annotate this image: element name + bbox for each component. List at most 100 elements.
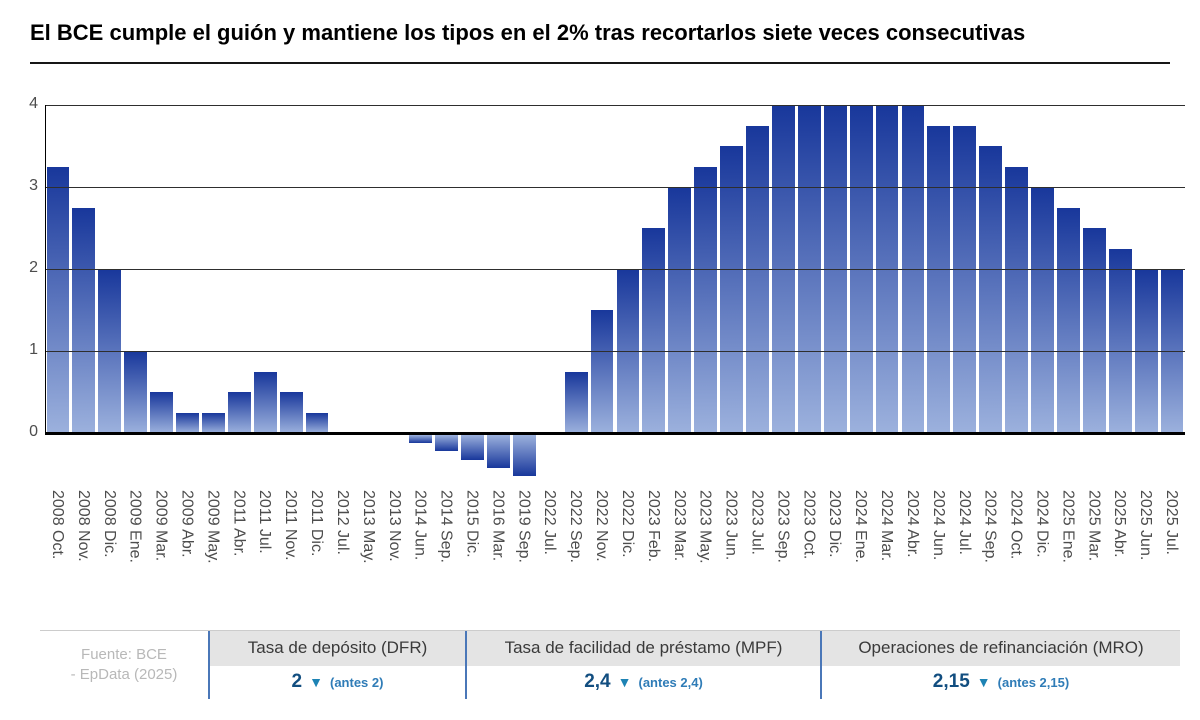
previous-value: (antes 2): [329, 674, 384, 690]
page-title: El BCE cumple el guión y mantiene los ti…: [30, 20, 1026, 45]
stat-panel-mpf-value-row: 2,4 ▼ (antes 2,4): [467, 665, 820, 699]
x-axis-label: 2025 Jun.: [1137, 490, 1155, 561]
x-axis-label: 2024 Ene.: [852, 490, 870, 563]
x-axis-label: 2025 Mar.: [1085, 490, 1103, 562]
x-axis-label: 2025 Abr.: [1111, 490, 1129, 558]
bar: [124, 351, 148, 433]
decrease-arrow-icon: ▼: [309, 674, 323, 691]
x-axis-label: 2012 Jul.: [333, 490, 351, 555]
bar: [227, 392, 251, 433]
bar: [253, 371, 277, 433]
bar: [279, 392, 303, 433]
bar: [720, 146, 744, 433]
x-axis-label: 2009 Mar.: [152, 490, 170, 562]
x-axis-label: 2023 Jul.: [748, 490, 766, 555]
x-axis-label: 2023 Jun.: [722, 490, 740, 561]
bar: [642, 228, 666, 433]
bar: [201, 412, 225, 433]
bar: [150, 392, 174, 433]
gridline: [45, 105, 1185, 106]
stat-panel-mpf-label: Tasa de facilidad de préstamo (MPF): [467, 631, 820, 666]
x-axis-label: 2011 Abr.: [230, 490, 248, 557]
x-axis-labels: 2008 Oct. 2008 Nov. 2008 Dic. 2009 Ene. 2009…: [45, 486, 1185, 631]
bar: [409, 435, 433, 444]
x-axis-label: 2022 Jul.: [541, 490, 559, 555]
x-axis-label: 2022 Dic.: [618, 490, 636, 558]
x-axis-label: 2024 Oct.: [1007, 490, 1025, 560]
gridline: [45, 269, 1185, 270]
stat-panel-mro: Operaciones de refinanciación (MRO) 2,15…: [820, 631, 1180, 699]
x-axis-label: 2019 Sep.: [515, 490, 533, 563]
y-axis-tick-label: 4: [29, 95, 38, 112]
x-axis-label: 2015 Dic.: [463, 490, 481, 558]
gridline: [45, 187, 1185, 188]
bar: [1082, 228, 1106, 433]
x-axis-label: 2023 Dic.: [826, 490, 844, 558]
x-axis-label: 2023 Sep.: [774, 490, 792, 563]
x-axis-label: 2025 Ene.: [1059, 490, 1077, 563]
x-axis-label: 2016 Mar.: [489, 490, 507, 562]
x-axis-label: 2011 Dic.: [308, 490, 326, 557]
bar: [979, 146, 1003, 433]
x-axis-label: 2011 Jul.: [256, 490, 274, 554]
x-axis-label: 2023 Feb.: [644, 490, 662, 563]
source-attribution: Fuente: BCE - EpData (2025): [40, 631, 208, 699]
stat-panel-mpf: Tasa de facilidad de préstamo (MPF) 2,4 …: [465, 631, 820, 699]
x-axis-label: 2013 Nov.: [385, 490, 403, 562]
x-axis-label: 2014 Sep.: [437, 490, 455, 563]
decrease-arrow-icon: ▼: [617, 674, 632, 691]
x-axis-label: 2025 Jul.: [1163, 490, 1181, 555]
x-axis-label: 2014 Jun.: [411, 490, 429, 561]
x-axis-label: 2009 Abr.: [178, 490, 196, 558]
x-axis-label: 2022 Sep.: [567, 490, 585, 563]
x-axis-label: 2024 Mar.: [878, 490, 896, 562]
source-line-1: Fuente: BCE: [81, 646, 167, 663]
stat-value: 2: [291, 671, 303, 693]
footer: Fuente: BCE - EpData (2025) Tasa de depó…: [40, 631, 1180, 699]
x-axis-label: 2024 Sep.: [981, 490, 999, 563]
bar: [512, 435, 536, 476]
bar: [461, 435, 484, 460]
bar: [1005, 166, 1029, 433]
bar: [668, 187, 692, 433]
zero-line: [45, 432, 1185, 435]
x-axis-label: 2011 Nov.: [282, 490, 300, 561]
bar: [590, 310, 614, 433]
x-axis-label: 2008 Dic.: [100, 490, 118, 558]
x-axis-label: 2008 Oct.: [48, 490, 66, 560]
stat-panel-dfr: Tasa de depósito (DFR) 2 ▼ (antes 2): [208, 631, 465, 699]
y-axis-tick-label: 1: [29, 341, 38, 358]
bar: [46, 166, 70, 433]
bar: [305, 412, 329, 433]
bar: [564, 371, 588, 433]
bar: [1031, 187, 1054, 433]
gridline: [45, 351, 1185, 352]
x-axis-label: 2023 Oct.: [800, 490, 818, 560]
stat-panel-dfr-value-row: 2 ▼ (antes 2): [210, 665, 465, 699]
x-axis-label: 2024 Abr.: [903, 490, 921, 558]
y-axis-tick-label: 3: [29, 177, 38, 194]
y-axis-tick-label: 2: [29, 259, 38, 276]
source-line-2: - EpData (2025): [70, 666, 178, 683]
bar: [1108, 248, 1132, 433]
y-axis-line: [45, 105, 46, 435]
x-axis-label: 2008 Nov.: [74, 490, 92, 562]
previous-value: (antes 2,15): [997, 674, 1070, 690]
bar: [176, 412, 199, 433]
x-axis-label: 2024 Dic.: [1033, 490, 1051, 558]
bar: [746, 125, 769, 433]
x-axis-label: 2009 May.: [204, 490, 222, 564]
plot-area: [45, 95, 1185, 478]
x-axis-label: 2024 Jun.: [929, 490, 947, 561]
stat-panel-mro-label: Operaciones de refinanciación (MRO): [822, 631, 1180, 666]
x-axis-label: 2022 Nov.: [593, 490, 611, 562]
bar: [72, 207, 96, 433]
stat-value: 2,15: [932, 671, 970, 693]
x-axis-label: 2009 Ene.: [126, 490, 144, 563]
title-divider: [30, 62, 1170, 64]
previous-value: (antes 2,4): [638, 674, 703, 690]
stat-panel-dfr-label: Tasa de depósito (DFR): [210, 631, 465, 666]
bar: [486, 435, 510, 468]
x-axis-label: 2013 May.: [359, 490, 377, 564]
